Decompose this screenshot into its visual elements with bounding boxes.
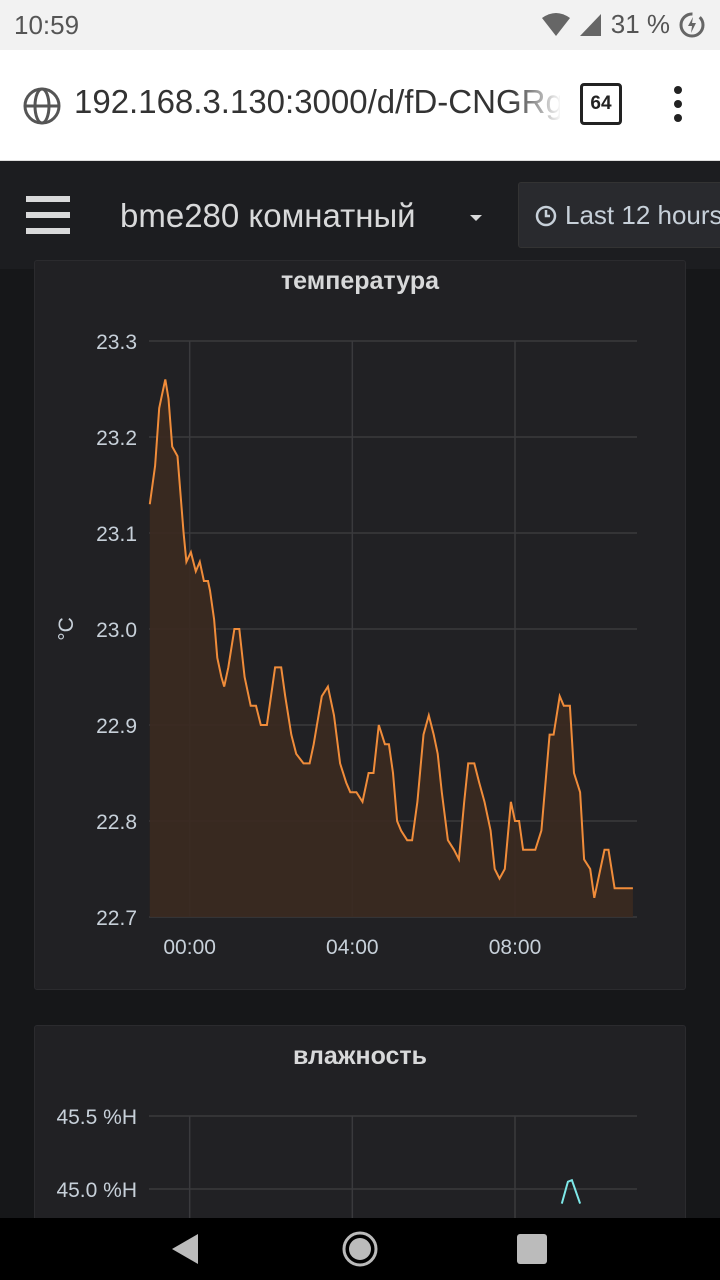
y-tick-label: 45.0 %H [56,1179,137,1202]
y-tick-label: 22.8 [96,811,137,834]
x-tick-label: 08:00 [489,936,542,959]
x-tick-label: 04:00 [326,936,379,959]
panel-title-humidity: влажность [292,1042,428,1070]
y-tick-label: 23.1 [96,523,137,546]
url-field[interactable]: 192.168.3.130:3000/d/fD-CNGRgk [74,83,560,120]
temperature-panel: температура 23.3 23.2 23.1 23.0 22.9 22.8 22.7… [34,260,686,990]
y-tick-label: 23.2 [96,427,137,450]
back-icon[interactable] [170,1232,200,1266]
humidity-chart[interactable]: 45.5 %H 45.0 %H [35,1026,685,1236]
status-bar: 10:59 31 % [0,0,720,50]
battery-percent: 31 % [610,9,670,39]
temperature-series-line [148,379,633,899]
overflow-menu-icon[interactable] [668,85,688,123]
cell-signal-icon [579,13,601,36]
y-tick-label: 22.7 [96,907,137,930]
y-tick-label: 45.5 %H [56,1106,137,1129]
home-icon[interactable] [341,1230,379,1268]
y-tick-label: 23.0 [96,619,137,642]
time-range-label: Last 12 hours [565,200,720,230]
humidity-panel: влажность 45.5 %H 45.0 %H [34,1025,686,1237]
wifi-icon [541,12,570,36]
clock-icon [535,205,557,227]
status-time: 10:59 [14,10,80,40]
hamburger-menu-icon[interactable] [26,196,70,234]
y-tick-label: 22.9 [96,715,137,738]
status-icons: 31 % [541,9,706,40]
x-tick-label: 00:00 [163,936,216,959]
panel-title-temperature: температура [280,267,440,295]
time-range-picker[interactable]: Last 12 hours [518,182,720,248]
temperature-chart[interactable]: 23.3 23.2 23.1 23.0 22.9 22.8 22.7 00:00 04:00 08… [35,261,685,989]
y-axis-label: °C [55,617,78,641]
browser-toolbar: 192.168.3.130:3000/d/fD-CNGRgk 64 [0,50,720,161]
globe-icon [23,87,61,125]
tab-switcher-button[interactable]: 64 [580,83,622,125]
caret-down-icon[interactable] [470,215,482,221]
humidity-series-line [560,1178,582,1204]
dashboard-navbar: bme280 комнатный Last 12 hours [0,161,720,269]
recents-icon[interactable] [516,1233,548,1265]
battery-saver-icon [679,12,705,37]
url-fade [510,80,562,130]
temperature-area-fill [149,379,633,917]
navigation-bar [0,1218,720,1280]
dashboard-title[interactable]: bme280 комнатный [120,197,416,234]
y-tick-label: 23.3 [96,331,137,354]
